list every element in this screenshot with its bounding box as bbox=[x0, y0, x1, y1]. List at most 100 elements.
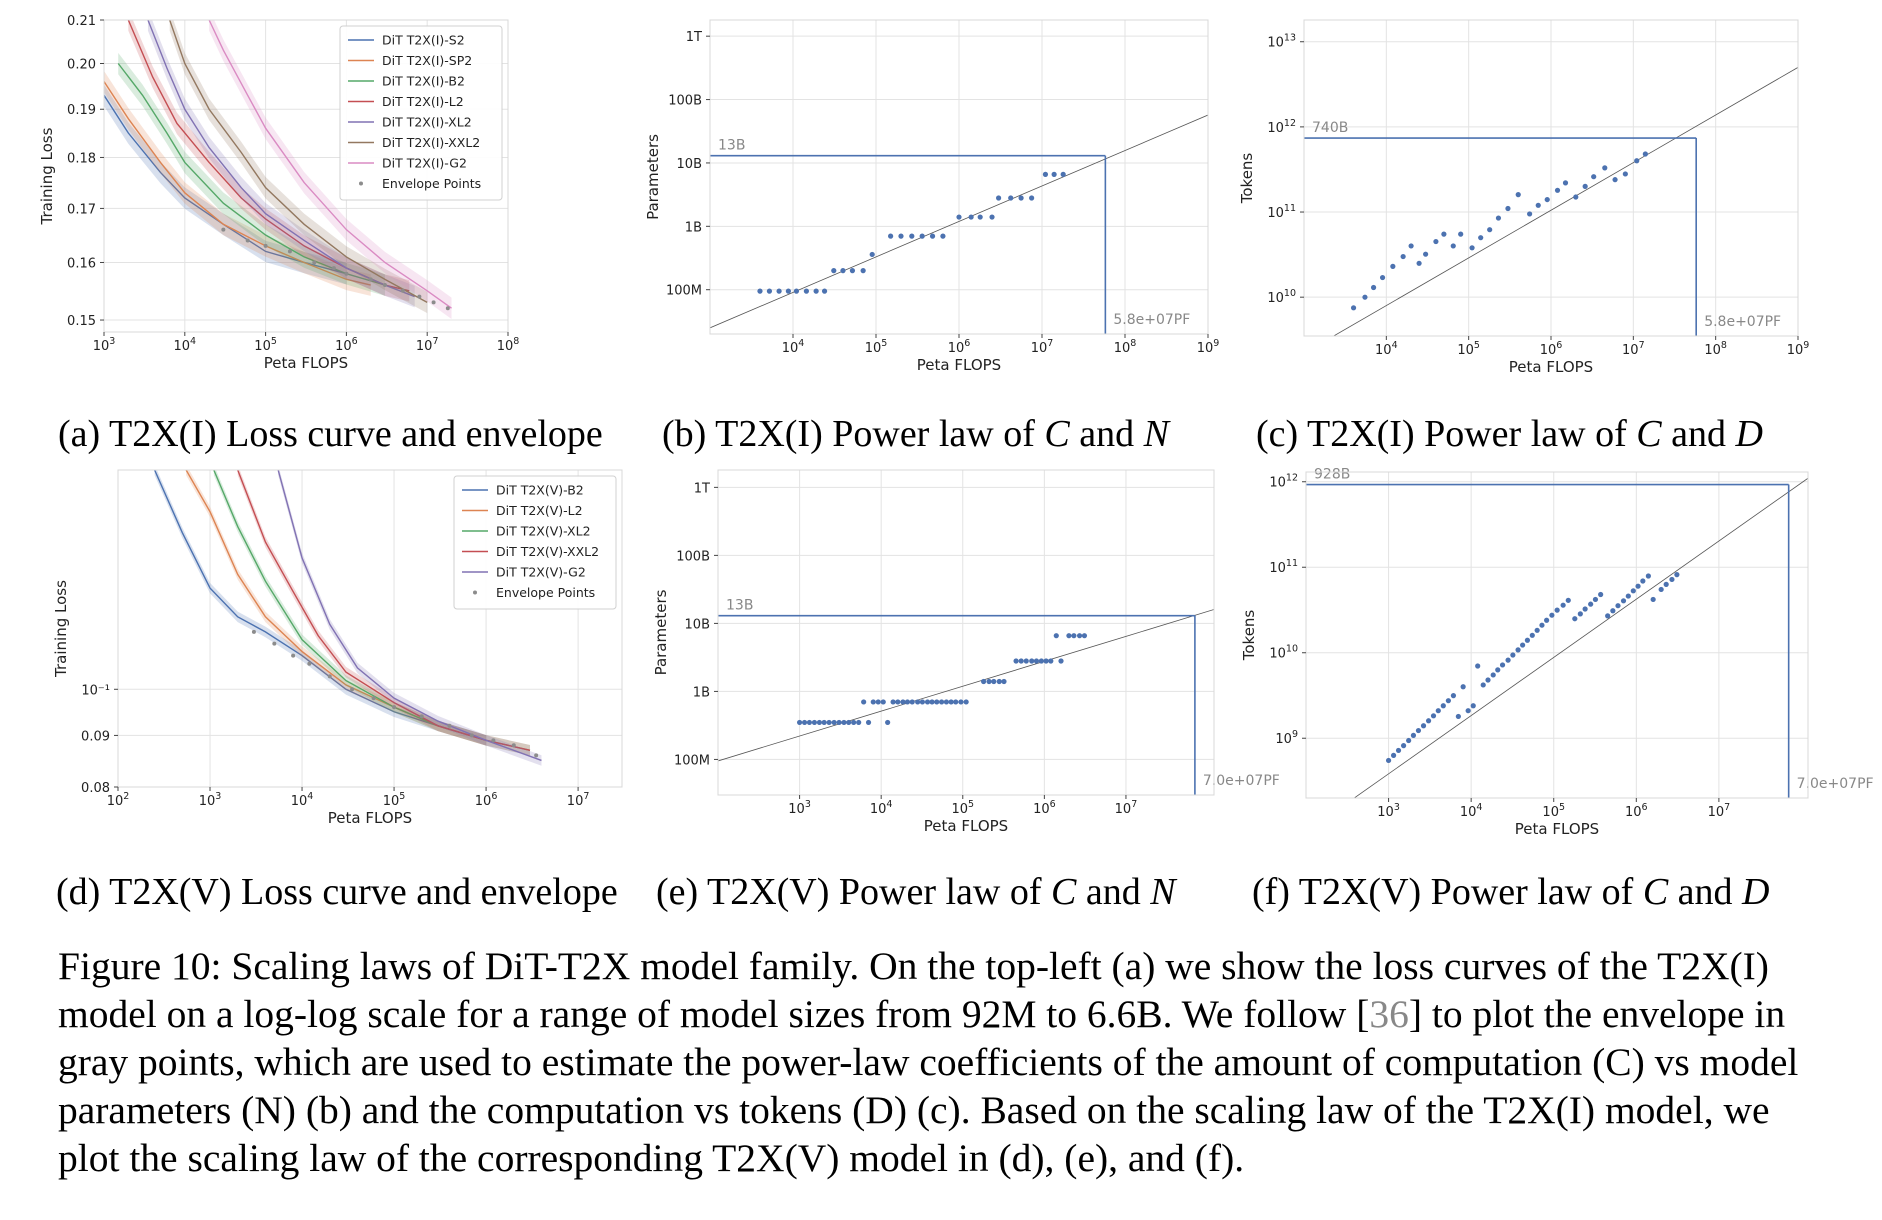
series-line bbox=[147, 20, 415, 298]
data-point bbox=[1362, 294, 1368, 300]
data-point bbox=[1495, 667, 1501, 673]
x-axis-label: Peta FLOPS bbox=[1509, 358, 1593, 376]
legend-swatch bbox=[473, 590, 477, 595]
data-point bbox=[1642, 151, 1648, 157]
x-tick-label: 104 bbox=[291, 791, 314, 809]
data-point bbox=[919, 699, 925, 705]
y-tick-label: 10⁻¹ bbox=[81, 683, 110, 698]
data-point bbox=[1515, 192, 1521, 198]
data-point bbox=[940, 233, 946, 239]
y-axis-label: Tokens bbox=[1238, 153, 1256, 205]
citation-link[interactable]: 36 bbox=[1369, 992, 1409, 1036]
envelope-point bbox=[511, 743, 516, 748]
data-point bbox=[1043, 658, 1049, 664]
y-tick-label: 1B bbox=[693, 685, 710, 700]
envelope-point bbox=[251, 629, 256, 634]
envelope-point bbox=[263, 243, 268, 248]
data-point bbox=[1577, 611, 1583, 617]
y-tick-label: 1012 bbox=[1269, 473, 1298, 491]
data-point bbox=[1480, 682, 1486, 688]
y-tick-label: 10B bbox=[677, 157, 702, 172]
plot-area bbox=[153, 470, 542, 766]
x-axis-label: Peta FLOPS bbox=[917, 356, 1001, 374]
envelope-point bbox=[431, 300, 436, 305]
envelope-point bbox=[491, 738, 496, 743]
legend-label: DiT T2X(V)-B2 bbox=[496, 483, 584, 498]
x-tick-label: 107 bbox=[1622, 340, 1645, 358]
data-point bbox=[1048, 658, 1054, 664]
caption-b: (b) T2X(I) Power law of C and N bbox=[662, 413, 1169, 455]
x-tick-label: 103 bbox=[199, 791, 222, 809]
x-tick-label: 109 bbox=[1197, 338, 1220, 356]
series-band bbox=[147, 20, 415, 308]
series-line bbox=[104, 81, 371, 286]
data-point bbox=[968, 214, 974, 220]
envelope-point bbox=[245, 238, 250, 243]
data-point bbox=[1060, 171, 1066, 177]
envelope-point bbox=[392, 705, 397, 710]
chart-f: 928B 7.0e+07PF 103 104 105 106 107 109 1010 1011 1… bbox=[1240, 467, 1874, 838]
data-point bbox=[869, 251, 875, 258]
data-point bbox=[1544, 196, 1550, 203]
data-point bbox=[1001, 678, 1007, 685]
plot-frame bbox=[1305, 471, 1809, 799]
fit-line bbox=[1353, 477, 1808, 798]
y-tick-label: 100B bbox=[676, 549, 710, 564]
data-point bbox=[821, 719, 827, 726]
data-point bbox=[821, 288, 828, 294]
data-point bbox=[813, 288, 819, 294]
y-axis-label: Tokens bbox=[1240, 610, 1258, 662]
plot-frame bbox=[103, 19, 509, 333]
x-axis-label: Peta FLOPS bbox=[1515, 820, 1599, 838]
envelope-point bbox=[445, 306, 450, 311]
data-point bbox=[1640, 578, 1646, 584]
data-point bbox=[1038, 658, 1045, 664]
x-tick-label: 104 bbox=[1375, 340, 1398, 358]
data-point bbox=[785, 288, 791, 294]
panel-b: 13B 5.8e+07PF 104 105 106 107 108 109 100M 1B 10B 1… bbox=[640, 0, 1240, 420]
data-point bbox=[1591, 174, 1597, 180]
data-point bbox=[875, 699, 881, 705]
data-point bbox=[1612, 177, 1618, 183]
data-point bbox=[1440, 703, 1446, 709]
panel-c: 740B 5.8e+07PF 104 105 106 107 108 109 1010 1011 1… bbox=[1238, 0, 1840, 420]
envelope-point bbox=[287, 249, 292, 254]
data-point bbox=[1058, 658, 1064, 664]
series-line bbox=[104, 94, 347, 275]
data-point bbox=[1554, 187, 1561, 193]
data-point bbox=[1650, 596, 1656, 603]
marker-x-label: 7.0e+07PF bbox=[1203, 773, 1280, 789]
data-point bbox=[1529, 632, 1535, 638]
x-tick-label: 104 bbox=[870, 799, 893, 817]
data-point bbox=[1602, 165, 1608, 171]
data-point bbox=[1487, 227, 1493, 233]
data-point bbox=[1350, 305, 1357, 311]
data-point bbox=[1460, 684, 1466, 690]
data-point bbox=[856, 719, 862, 726]
envelope-point bbox=[331, 266, 336, 271]
x-tick-label: 108 bbox=[1114, 338, 1137, 356]
x-axis-label: Peta FLOPS bbox=[328, 809, 412, 827]
series-band bbox=[209, 20, 452, 319]
x-tick-label: 105 bbox=[1542, 802, 1565, 820]
figure-caption: Figure 10: Scaling laws of DiT-T2X model… bbox=[58, 942, 1828, 1182]
data-point bbox=[1410, 732, 1417, 738]
y-tick-label: 0.18 bbox=[67, 151, 96, 166]
plot-area bbox=[104, 20, 452, 319]
data-point bbox=[1478, 235, 1484, 241]
legend-label: DiT T2X(I)-XXL2 bbox=[382, 135, 480, 150]
data-point bbox=[1495, 215, 1502, 221]
legend-label: DiT T2X(I)-XL2 bbox=[382, 115, 472, 130]
x-tick-label: 108 bbox=[1704, 340, 1727, 358]
data-point bbox=[1423, 251, 1429, 257]
data-point bbox=[861, 699, 867, 705]
data-point bbox=[1663, 581, 1669, 587]
x-tick-label: 105 bbox=[951, 799, 974, 817]
legend-label: DiT T2X(I)-B2 bbox=[382, 74, 465, 89]
data-point bbox=[1605, 613, 1611, 619]
marker-x-label: 5.8e+07PF bbox=[1113, 312, 1190, 328]
y-tick-label: 1011 bbox=[1269, 558, 1298, 576]
data-point bbox=[849, 268, 856, 274]
caption-c: (c) T2X(I) Power law of C and D bbox=[1256, 413, 1763, 455]
caption-f: (f) T2X(V) Power law of C and D bbox=[1252, 871, 1770, 913]
